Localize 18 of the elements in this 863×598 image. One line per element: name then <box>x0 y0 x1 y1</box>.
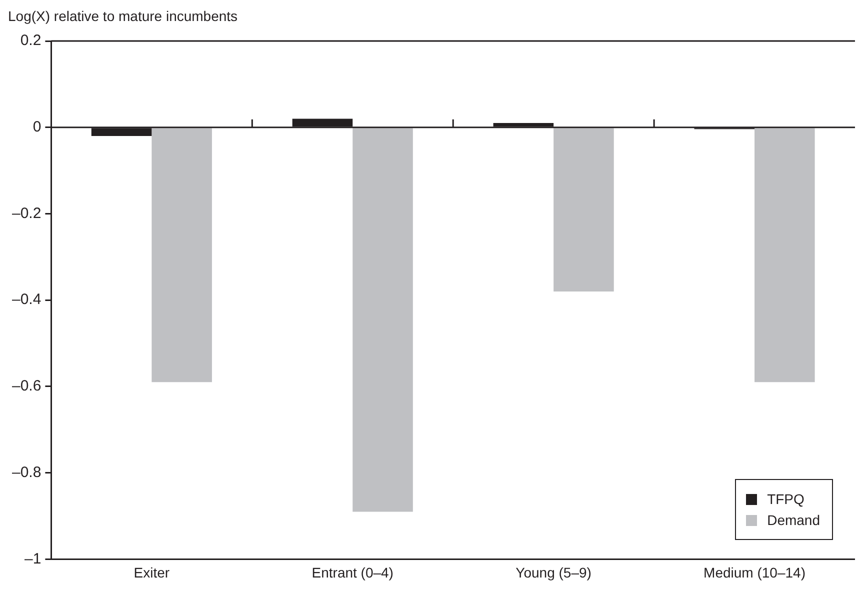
bar <box>152 128 212 382</box>
y-tick-label: –0.8 <box>12 464 42 481</box>
x-tick-label: Young (5–9) <box>516 564 592 580</box>
x-tick-label: Entrant (0–4) <box>312 564 394 580</box>
legend-label: TFPQ <box>767 491 804 507</box>
x-tick-label: Medium (10–14) <box>704 564 806 580</box>
bar <box>754 128 815 382</box>
bar <box>352 128 413 512</box>
y-tick-label: 0.2 <box>20 32 42 50</box>
y-axis-title: Log(X) relative to mature incumbents <box>8 8 238 24</box>
x-tick-label: Exiter <box>134 564 170 580</box>
y-tick-label: –0.4 <box>12 291 42 308</box>
y-tick-label: 0 <box>32 118 42 136</box>
y-tick-label: –0.6 <box>12 378 42 395</box>
legend-label: Demand <box>767 512 820 528</box>
y-tick-label: –0.2 <box>12 204 42 222</box>
y-tick-label: –1 <box>24 550 42 568</box>
bar <box>554 128 614 292</box>
